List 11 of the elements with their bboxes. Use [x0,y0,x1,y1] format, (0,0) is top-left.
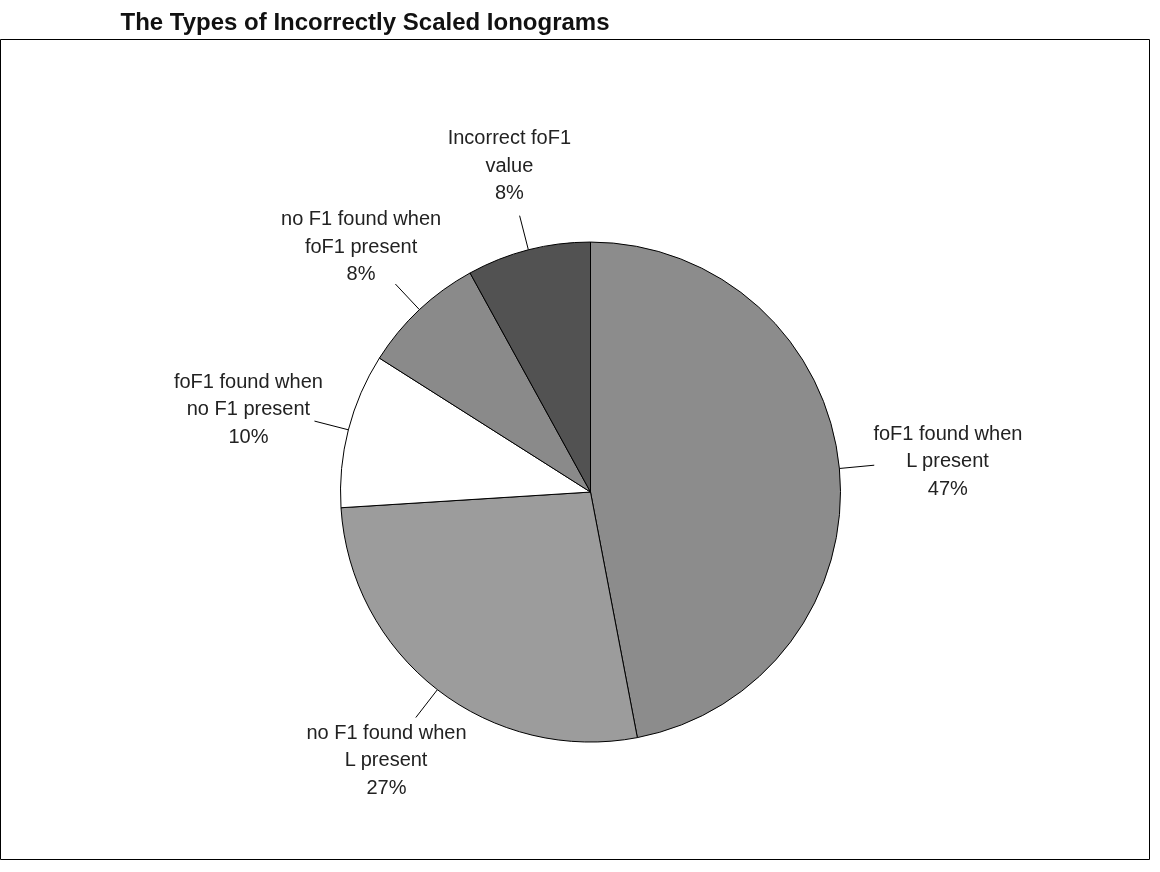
slice-label: foF1 found when L present [873,421,1023,472]
slice-label: Incorrect foF1 value [447,126,572,176]
chart-title: The Types of Incorrectly Scaled Ionograms [120,7,610,35]
data-label: 27% [366,775,407,798]
data-label: 8% [346,262,376,285]
data-label: 47% [927,476,969,499]
slice-label: no F1 found when foF1 present [281,207,442,257]
slice-label: foF1 found when no F1 present [173,369,323,420]
slice-label: no F1 found when L present [306,720,467,771]
data-label: 10% [228,424,269,447]
data-label: 8% [494,181,525,204]
